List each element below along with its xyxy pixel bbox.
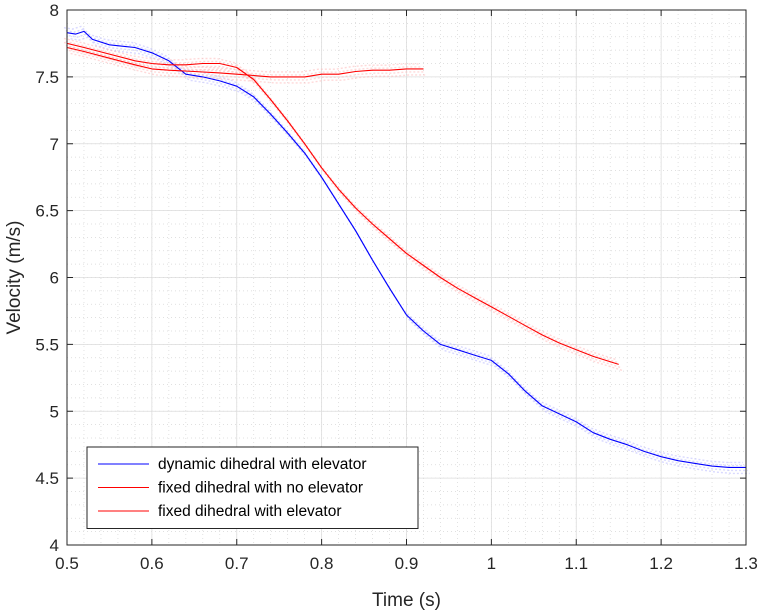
legend-entry-label: fixed dihedral with elevator <box>158 503 342 520</box>
trial-trace-dynamic-dihedral-with-elevator <box>63 25 743 464</box>
x-tick-label: 1.3 <box>734 554 758 573</box>
series-line-fixed-dihedral-with-elevator <box>66 46 424 78</box>
y-tick-label: 6 <box>50 269 59 288</box>
legend-entry-label: fixed dihedral with no elevator <box>158 480 363 497</box>
y-tick-label: 5 <box>50 402 59 421</box>
x-tick-label: 0.7 <box>225 554 249 573</box>
x-tick-label: 0.8 <box>310 554 334 573</box>
y-tick-label: 7.5 <box>35 68 59 87</box>
legend-entry-label: dynamic dihedral with elevator <box>158 456 367 473</box>
y-tick-label: 4 <box>50 536 59 555</box>
series-lines <box>66 30 746 468</box>
x-axis: 0.5 0.6 0.7 0.8 0.9 1 1.1 1.2 1.3 <box>55 10 758 573</box>
x-axis-label: Time (s) <box>372 590 441 611</box>
x-tick-label: 1.2 <box>649 554 673 573</box>
x-tick-label: 0.6 <box>140 554 164 573</box>
series-line-dynamic-dihedral-with-elevator <box>66 30 746 468</box>
y-axis: 4 4.5 5 5.5 6 6.5 7 7.5 8 <box>35 1 746 555</box>
y-tick-label: 4.5 <box>35 469 59 488</box>
trial-trace-fixed-dihedral-with-no-elevator <box>70 48 623 372</box>
x-tick-label: 1 <box>487 554 496 573</box>
trial-trace-dynamic-dihedral-with-elevator <box>65 28 745 467</box>
x-tick-label: 0.5 <box>55 554 79 573</box>
trial-trace-fixed-dihedral-with-elevator <box>68 49 426 81</box>
y-axis-label: Velocity (m/s) <box>4 220 25 334</box>
y-tick-label: 7 <box>50 135 59 154</box>
y-tick-label: 5.5 <box>35 335 59 354</box>
series-line-fixed-dihedral-with-no-elevator <box>66 42 619 365</box>
x-tick-label: 1.1 <box>564 554 588 573</box>
y-tick-label: 8 <box>50 1 59 20</box>
x-tick-label: 0.9 <box>395 554 419 573</box>
y-tick-label: 6.5 <box>35 202 59 221</box>
legend: dynamic dihedral with elevator fixed dihe… <box>86 446 419 529</box>
trial-trace-fixed-dihedral-with-elevator <box>70 52 428 84</box>
trial-trace-fixed-dihedral-with-elevator <box>65 44 423 76</box>
